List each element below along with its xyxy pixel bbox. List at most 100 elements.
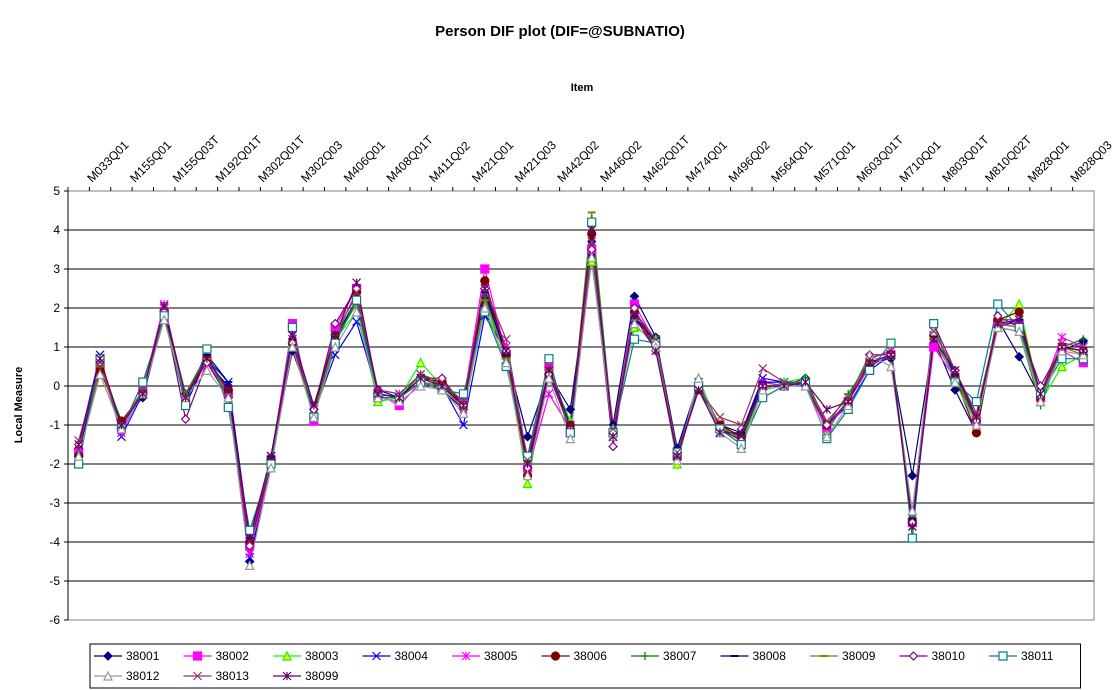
legend-item: 38001 [94,649,160,663]
marker [544,389,554,399]
marker [865,358,874,368]
legend-label: 38010 [932,649,966,663]
chart-title: Person DIF plot (DIF=@SUBNATIO) [435,23,685,40]
marker [1079,335,1088,344]
marker [950,365,960,375]
marker [479,302,490,313]
legend-item: 38006 [541,649,608,663]
legend-item: 38011 [989,649,1054,663]
marker [929,334,939,344]
marker [501,346,511,356]
marker [138,377,148,387]
marker [651,346,661,356]
marker [1014,315,1024,325]
marker [736,443,747,453]
marker [223,392,234,403]
marker [330,341,341,352]
marker [138,389,148,399]
marker [694,385,703,395]
marker [587,217,597,227]
legend-item: 38007 [631,649,697,663]
marker [480,276,490,286]
marker [330,330,340,340]
marker [971,397,982,407]
marker [458,407,469,418]
marker [501,357,512,368]
marker [416,373,426,383]
marker [459,401,468,410]
marker [201,365,212,375]
marker [758,381,768,391]
marker [565,404,576,415]
marker [73,450,84,461]
legend-label: 38099 [305,669,339,683]
marker [103,670,113,681]
y-tick-label: -6 [49,613,60,627]
y-tick-label: 2 [53,301,60,315]
marker [1057,354,1067,364]
marker [1036,389,1045,399]
marker [630,311,639,321]
marker [352,317,361,327]
marker [458,389,469,399]
legend-item: 38010 [899,649,966,663]
marker [844,389,853,398]
marker [103,651,113,661]
legend-item: 38003 [273,649,339,663]
marker [523,459,532,469]
marker [779,381,789,391]
marker [522,478,533,489]
marker [245,525,255,535]
marker [822,416,832,426]
marker [480,292,489,301]
legend-label: 38005 [484,649,518,663]
marker [715,428,725,438]
series-line [78,229,1084,539]
marker [1056,361,1067,372]
legend-item: 38005 [452,649,518,663]
legend-item: 38012 [94,669,160,683]
marker [308,411,319,422]
marker [74,459,84,469]
marker [907,470,918,481]
marker [193,671,202,681]
marker [192,651,203,661]
marker [282,671,292,681]
marker [972,412,981,422]
marker [550,651,561,661]
marker [202,354,212,364]
marker [993,299,1003,309]
legend-label: 38007 [663,649,697,663]
marker [223,385,233,395]
marker [736,420,746,430]
marker [522,431,533,442]
legend-label: 38006 [574,649,608,663]
marker [1035,396,1046,407]
y-tick-label: 5 [53,184,60,198]
marker [415,357,426,368]
marker [351,295,362,305]
marker [330,350,340,360]
y-axis-title: Local Measure [13,367,25,443]
marker [843,397,853,407]
marker [651,334,661,344]
marker [352,278,361,288]
legend-label: 38002 [216,649,250,663]
marker [180,414,191,424]
marker [929,326,939,336]
marker [461,651,471,661]
legend-label: 38013 [216,669,250,683]
marker [480,284,490,293]
y-tick-label: 1 [53,340,60,354]
marker [608,424,618,434]
series-markers [74,225,1088,543]
marker [245,549,255,559]
marker [565,428,575,438]
marker [288,330,297,340]
marker [202,344,212,354]
marker [394,393,404,403]
marker [415,380,426,391]
marker [522,451,533,461]
marker [181,393,190,403]
y-tick-label: 4 [53,223,60,237]
